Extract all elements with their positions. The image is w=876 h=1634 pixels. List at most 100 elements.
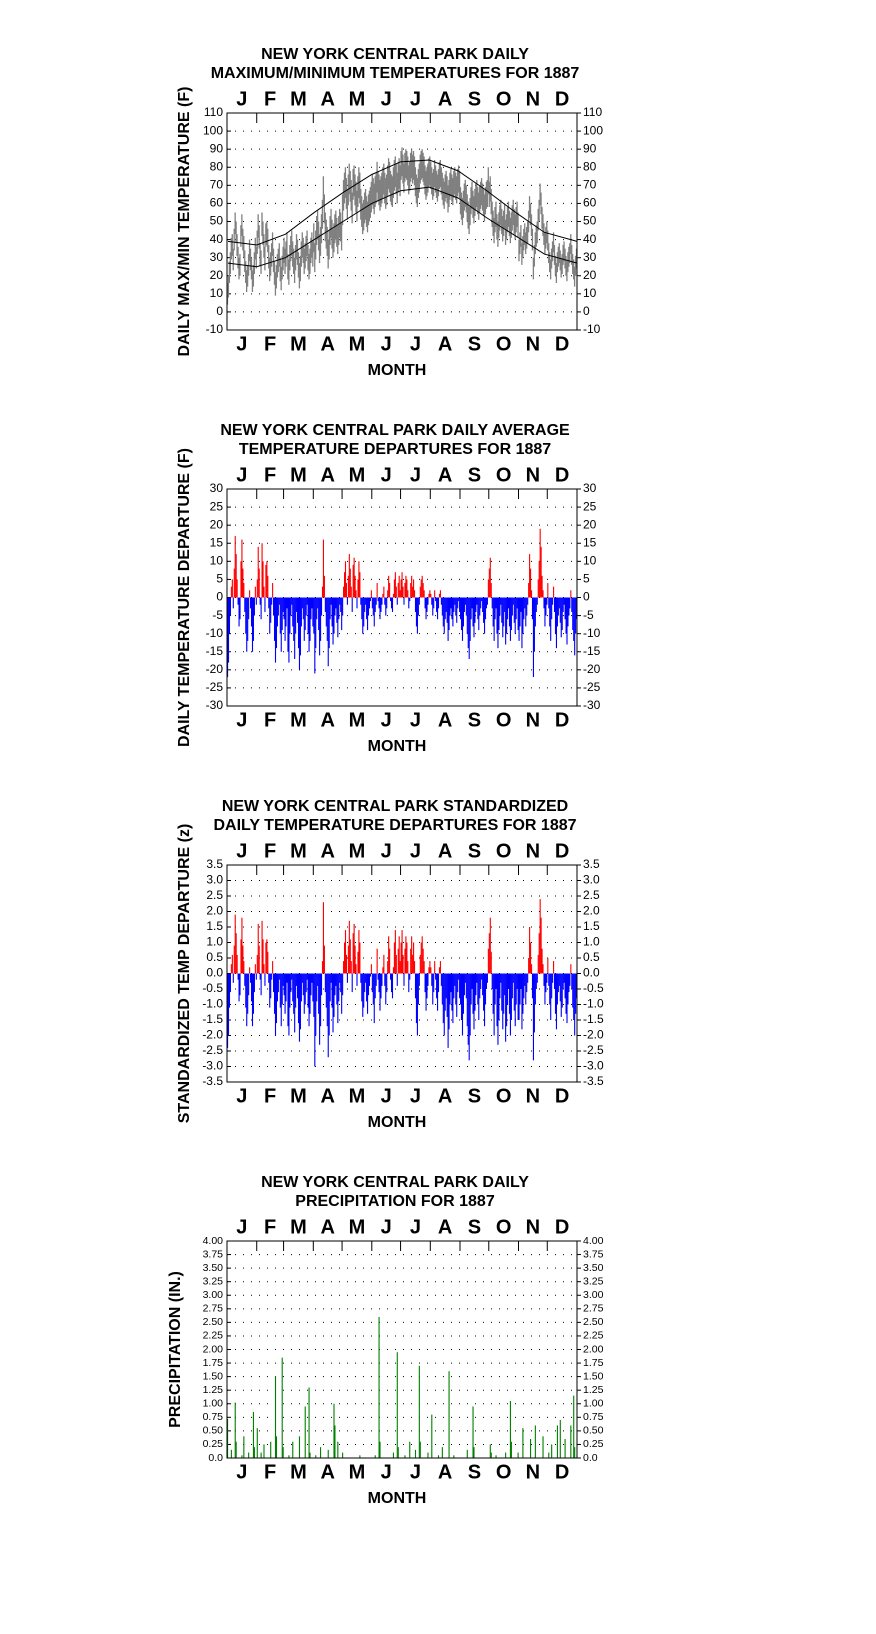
bar (457, 597, 459, 609)
month-label-bottom: O (496, 1085, 512, 1107)
bar (427, 973, 429, 986)
bar (428, 967, 430, 974)
bar (260, 1452, 262, 1458)
bar (363, 597, 365, 627)
y-tick-label-right: -2.5 (583, 1043, 604, 1057)
y-tick-label: 15 (210, 535, 224, 549)
bar (250, 973, 253, 1002)
bar (335, 973, 337, 986)
bar (497, 973, 499, 1045)
y-tick-label-right: 110 (583, 105, 602, 119)
bar (438, 967, 441, 974)
bar (552, 973, 554, 983)
bar (534, 1425, 536, 1458)
month-label-top: N (526, 88, 540, 110)
bar (417, 973, 419, 1005)
bar (309, 597, 311, 641)
bar (402, 954, 404, 974)
bar (288, 1455, 290, 1458)
bar (411, 936, 413, 974)
bar (230, 964, 232, 974)
bar (393, 942, 395, 974)
bar (254, 586, 256, 598)
y-tick-label: -15 (206, 644, 224, 658)
month-label-bottom: A (320, 1461, 334, 1483)
bar (333, 1403, 335, 1458)
bar (251, 597, 254, 652)
y-tick-label-right: 3.75 (583, 1248, 604, 1260)
bar (494, 973, 496, 1005)
bar (385, 973, 387, 1005)
bar (529, 927, 531, 974)
bar (479, 973, 481, 999)
bar (308, 1387, 310, 1458)
bar (345, 954, 348, 974)
bar (238, 973, 240, 1002)
bar (520, 973, 522, 989)
bar (358, 561, 360, 598)
bar (514, 973, 516, 1027)
y-tick-label: 3.5 (206, 857, 223, 871)
bar (274, 973, 277, 1036)
bar (325, 597, 327, 627)
bar (244, 973, 246, 986)
bar (353, 923, 355, 974)
bar (561, 597, 563, 631)
bar (304, 1406, 306, 1458)
month-label-top: M (290, 464, 307, 486)
bar (342, 597, 344, 616)
bar (571, 973, 573, 989)
bar (363, 973, 365, 1008)
month-label-bottom: M (349, 709, 366, 731)
bar (339, 597, 341, 605)
bar (350, 961, 352, 974)
bar (295, 597, 297, 634)
y-axis-label: PRECIPITATION (IN.) (167, 1271, 184, 1428)
y-tick-label: -0.5 (202, 981, 223, 995)
bar (273, 597, 276, 641)
bar (285, 597, 287, 627)
bar (332, 597, 334, 645)
y-tick-label-right: 10 (583, 286, 597, 300)
bar (231, 579, 233, 598)
bar (420, 579, 422, 598)
y-tick-label-right: 15 (583, 535, 597, 549)
month-label-bottom: D (555, 333, 569, 355)
month-label-top: S (468, 88, 481, 110)
bar (311, 597, 313, 609)
bar (371, 973, 373, 993)
bar (428, 593, 430, 598)
bar (401, 930, 403, 974)
normal-line (227, 159, 578, 246)
bar (299, 973, 301, 1030)
bar (542, 590, 544, 598)
bar (409, 1441, 411, 1458)
bar (480, 973, 482, 989)
normal-line (227, 186, 578, 268)
bar (315, 597, 317, 649)
bar (423, 590, 425, 598)
bar (530, 942, 532, 974)
bar (328, 973, 330, 1036)
y-tick-label-right: 60 (583, 196, 597, 210)
y-tick-label: 1.25 (203, 1384, 224, 1396)
bar (284, 597, 286, 641)
y-tick-label-right: -0.5 (583, 981, 604, 995)
bar (243, 583, 245, 598)
bar (507, 597, 510, 609)
bar (539, 528, 541, 598)
y-tick-label-right: -5 (583, 608, 594, 622)
bar (485, 597, 488, 609)
bar (543, 973, 545, 986)
bar (261, 543, 263, 598)
bar (506, 973, 508, 1027)
bar (574, 597, 576, 656)
bar (249, 967, 251, 974)
bar (297, 973, 299, 999)
bar (434, 590, 436, 598)
bar (334, 973, 336, 996)
month-label-bottom: M (290, 1085, 307, 1107)
bar (370, 590, 372, 598)
bar (568, 597, 570, 616)
bar (550, 597, 552, 641)
